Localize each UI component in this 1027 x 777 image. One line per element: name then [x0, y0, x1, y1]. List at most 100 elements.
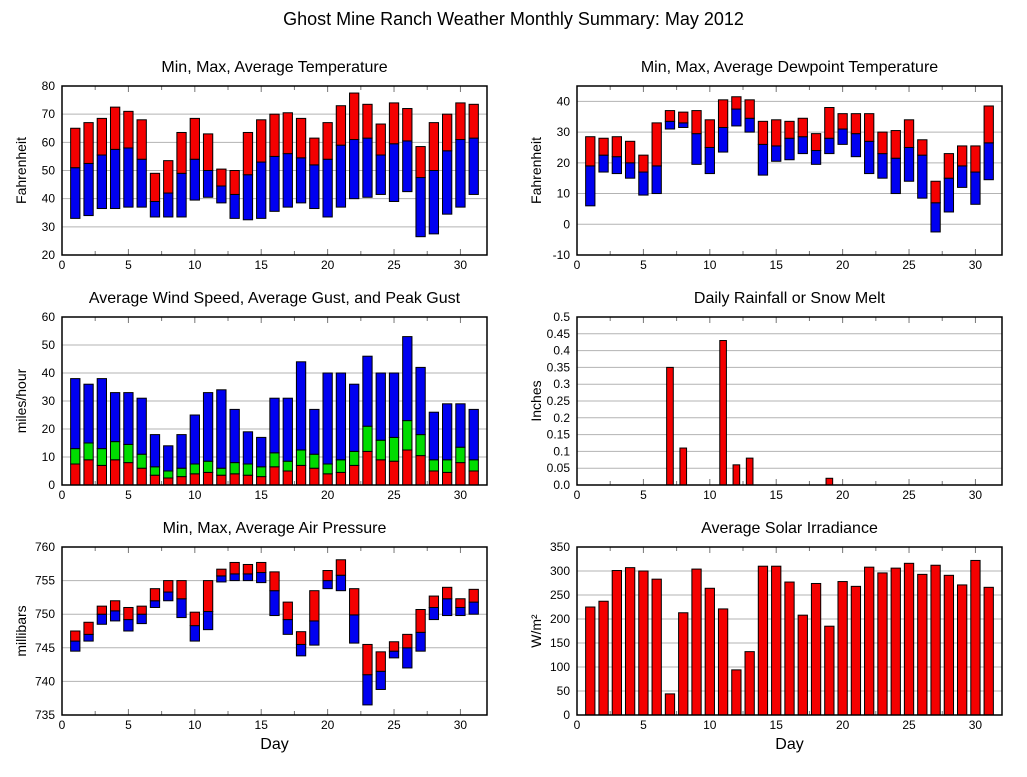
svg-text:0: 0: [563, 217, 570, 231]
svg-text:20: 20: [42, 422, 56, 436]
svg-text:740: 740: [35, 674, 55, 688]
chart-dewpoint: Min, Max, Average Dewpoint Temperature -1…: [513, 30, 1027, 285]
plot-rainfall: Daily Rainfall or Snow Melt 0.0 0.05 0.1 0.1…: [528, 290, 1003, 502]
svg-text:745: 745: [35, 641, 55, 655]
chart-rainfall: Daily Rainfall or Snow Melt 0.0 0.05 0.1 0.1…: [513, 285, 1027, 515]
svg-text:5: 5: [125, 258, 132, 272]
svg-text:0.0: 0.0: [553, 478, 570, 492]
svg-text:30: 30: [454, 258, 468, 272]
svg-text:750: 750: [35, 607, 55, 621]
svg-text:755: 755: [35, 574, 55, 588]
svg-text:Day: Day: [260, 736, 288, 753]
svg-text:30: 30: [969, 488, 983, 502]
svg-text:0.45: 0.45: [547, 327, 571, 341]
svg-text:10: 10: [703, 258, 717, 272]
svg-text:25: 25: [387, 718, 401, 732]
svg-text:Day: Day: [775, 736, 803, 753]
svg-text:0.05: 0.05: [547, 461, 571, 475]
svg-text:0: 0: [48, 478, 55, 492]
svg-text:0.1: 0.1: [553, 444, 570, 458]
svg-text:20: 20: [836, 258, 850, 272]
svg-text:150: 150: [550, 636, 570, 650]
svg-text:0: 0: [59, 718, 66, 732]
svg-text:735: 735: [35, 708, 55, 722]
svg-text:5: 5: [640, 258, 647, 272]
svg-text:0: 0: [574, 718, 581, 732]
svg-text:80: 80: [42, 79, 56, 93]
svg-text:0.2: 0.2: [553, 411, 570, 425]
svg-text:50: 50: [42, 338, 56, 352]
svg-text:20: 20: [836, 718, 850, 732]
svg-text:10: 10: [703, 488, 717, 502]
chart-solar: Average Solar Irradiance 0 50 100 150 200 250 3…: [513, 515, 1027, 772]
svg-text:5: 5: [125, 718, 132, 732]
svg-text:0: 0: [574, 488, 581, 502]
svg-text:40: 40: [42, 366, 56, 380]
svg-text:10: 10: [188, 718, 202, 732]
chart-temperature: Min, Max, Average Temperature 20 30 40 50 60 7…: [0, 30, 513, 285]
svg-text:15: 15: [770, 488, 784, 502]
svg-text:5: 5: [640, 488, 647, 502]
plot-solar: Average Solar Irradiance0501001502002503…: [528, 520, 1003, 753]
svg-text:30: 30: [969, 718, 983, 732]
plot-pressure: Min, Max, Average Air Pressure 735 740 745 7…: [13, 520, 488, 753]
svg-text:25: 25: [902, 258, 916, 272]
svg-text:10: 10: [703, 718, 717, 732]
svg-text:15: 15: [255, 718, 269, 732]
svg-text:10: 10: [557, 187, 571, 201]
plot-wind: Average Wind Speed, Average Gust, and Pe…: [13, 290, 488, 502]
chart-pressure: Min, Max, Average Air Pressure 735 740 745 7…: [0, 515, 513, 772]
svg-text:20: 20: [321, 258, 335, 272]
svg-text:0: 0: [563, 708, 570, 722]
svg-text:15: 15: [255, 258, 269, 272]
svg-text:15: 15: [770, 258, 784, 272]
svg-text:25: 25: [387, 488, 401, 502]
plot-dewpoint: Min, Max, Average Dewpoint Temperature -1…: [528, 59, 1003, 272]
svg-text:0.4: 0.4: [553, 344, 570, 358]
svg-text:0.5: 0.5: [553, 310, 570, 324]
svg-text:30: 30: [557, 125, 571, 139]
svg-text:30: 30: [454, 718, 468, 732]
svg-text:Average Wind Speed, Average Gu: Average Wind Speed, Average Gust, and Pe…: [89, 290, 461, 307]
svg-text:15: 15: [255, 488, 269, 502]
svg-text:40: 40: [557, 94, 571, 108]
svg-text:Inches: Inches: [528, 380, 544, 421]
svg-text:30: 30: [969, 258, 983, 272]
svg-text:20: 20: [321, 718, 335, 732]
svg-text:30: 30: [42, 220, 56, 234]
svg-text:50: 50: [42, 164, 56, 178]
svg-text:60: 60: [42, 310, 56, 324]
svg-text:20: 20: [321, 488, 335, 502]
page-title: Ghost Mine Ranch Weather Monthly Summary…: [283, 9, 744, 29]
svg-text:100: 100: [550, 660, 570, 674]
svg-text:25: 25: [902, 488, 916, 502]
svg-text:miles/hour: miles/hour: [13, 368, 29, 433]
svg-text:10: 10: [42, 450, 56, 464]
svg-text:Min, Max, Average Dewpoint Tem: Min, Max, Average Dewpoint Temperature: [641, 59, 938, 76]
svg-text:350: 350: [550, 540, 570, 554]
svg-text:10: 10: [188, 258, 202, 272]
svg-text:30: 30: [454, 488, 468, 502]
svg-text:0: 0: [59, 258, 66, 272]
svg-text:20: 20: [836, 488, 850, 502]
chart-wind: Average Wind Speed, Average Gust, and Pe…: [0, 285, 513, 515]
svg-text:300: 300: [550, 564, 570, 578]
svg-text:-10: -10: [553, 248, 571, 262]
svg-text:Min, Max, Average Temperature: Min, Max, Average Temperature: [161, 59, 387, 76]
svg-text:0: 0: [59, 488, 66, 502]
svg-text:70: 70: [42, 107, 56, 121]
svg-text:Average Solar Irradiance: Average Solar Irradiance: [701, 520, 878, 537]
svg-text:Min, Max, Average Air Pressure: Min, Max, Average Air Pressure: [163, 520, 387, 537]
svg-text:60: 60: [42, 135, 56, 149]
svg-text:25: 25: [387, 258, 401, 272]
svg-text:0.3: 0.3: [553, 377, 570, 391]
svg-text:W/m²: W/m²: [528, 614, 544, 648]
svg-text:5: 5: [640, 718, 647, 732]
svg-text:15: 15: [770, 718, 784, 732]
svg-text:50: 50: [557, 684, 571, 698]
svg-text:5: 5: [125, 488, 132, 502]
svg-text:30: 30: [42, 394, 56, 408]
svg-text:Fahrenheit: Fahrenheit: [528, 137, 544, 204]
svg-text:0: 0: [574, 258, 581, 272]
plot-temperature: Min, Max, Average Temperature20304050607…: [13, 59, 488, 272]
